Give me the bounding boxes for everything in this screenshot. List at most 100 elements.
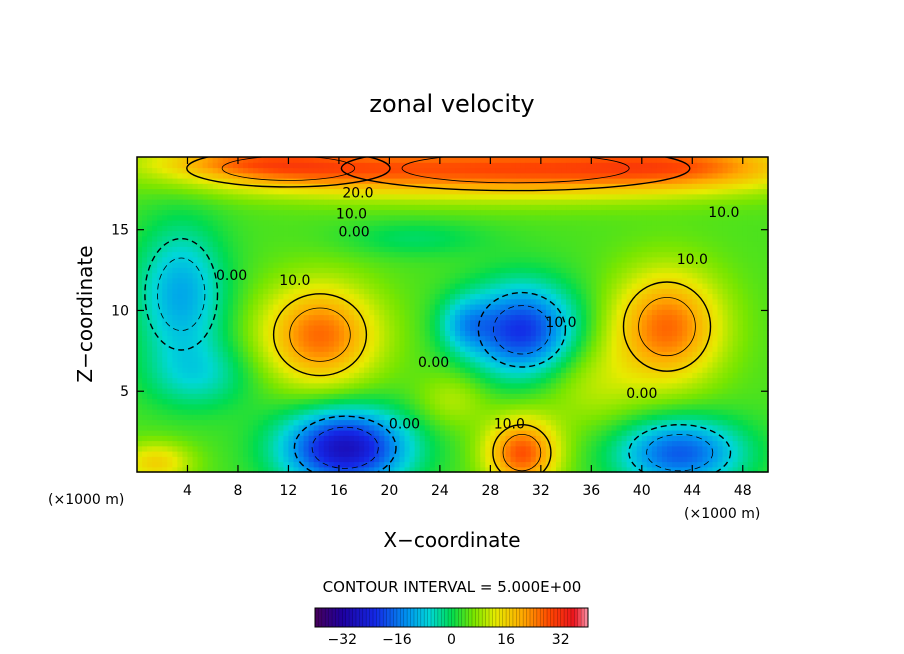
field-cell: [500, 262, 507, 268]
field-cell: [449, 288, 456, 295]
field-cell: [414, 178, 421, 184]
field-cell: [525, 388, 532, 394]
field-cell: [323, 225, 330, 232]
field-cell: [343, 435, 350, 442]
field-cell: [243, 272, 249, 279]
field-cell: [202, 403, 209, 410]
field-cell: [192, 241, 199, 247]
field-cell: [237, 361, 244, 368]
field-cell: [439, 372, 446, 379]
field-cell: [530, 162, 537, 169]
field-cell: [187, 330, 194, 337]
field-cell: [243, 235, 249, 242]
field-cell: [505, 204, 512, 211]
field-cell: [389, 351, 396, 358]
field-cell: [333, 330, 340, 337]
field-cell: [172, 220, 178, 226]
field-cell: [354, 451, 360, 457]
field-cell: [480, 183, 486, 190]
field-cell: [485, 193, 491, 200]
field-cell: [273, 445, 279, 452]
field-cell: [142, 403, 148, 410]
field-cell: [318, 314, 325, 321]
field-cell: [283, 351, 290, 358]
field-cell: [157, 382, 163, 389]
field-cell: [237, 298, 244, 305]
field-cell: [142, 330, 148, 337]
field-cell: [202, 435, 209, 442]
field-cell: [212, 382, 219, 389]
field-cell: [424, 377, 431, 384]
field-cell: [177, 361, 184, 368]
field-cell: [298, 430, 305, 436]
field-cell: [545, 204, 552, 211]
field-cell: [343, 256, 350, 263]
field-cell: [227, 225, 234, 232]
field-cell: [212, 430, 219, 436]
field-cell: [500, 351, 507, 358]
field-cell: [470, 435, 476, 442]
field-cell: [207, 220, 214, 226]
field-cell: [207, 246, 214, 253]
field-cell: [434, 330, 441, 337]
field-cell: [434, 367, 441, 373]
field-cell: [419, 178, 426, 184]
field-cell: [354, 424, 360, 431]
field-cell: [157, 225, 163, 232]
field-cell: [318, 424, 325, 431]
field-cell: [243, 167, 249, 174]
field-cell: [465, 403, 471, 410]
field-cell: [520, 293, 527, 300]
field-cell: [263, 298, 269, 305]
field-cell: [394, 430, 401, 436]
field-cell: [182, 262, 189, 268]
field-cell: [374, 335, 380, 342]
field-cell: [535, 319, 542, 326]
field-cell: [399, 204, 406, 211]
field-cell: [480, 204, 486, 211]
field-cell: [404, 204, 411, 211]
field-cell: [389, 214, 396, 221]
field-cell: [394, 461, 401, 468]
field-cell: [237, 466, 244, 473]
field-cell: [303, 246, 310, 253]
field-cell: [328, 235, 335, 242]
field-cell: [485, 167, 491, 174]
field-cell: [182, 157, 189, 163]
field-cell: [182, 351, 189, 358]
field-cell: [258, 304, 264, 310]
field-cell: [167, 445, 173, 452]
field-cell: [555, 440, 562, 447]
field-cell: [399, 193, 406, 200]
field-cell: [429, 409, 436, 415]
field-cell: [318, 162, 325, 169]
field-cell: [485, 330, 491, 337]
field-cell: [349, 409, 355, 415]
field-cell: [374, 398, 380, 405]
field-cell: [510, 424, 517, 431]
field-cell: [293, 351, 300, 358]
field-cell: [172, 335, 178, 342]
field-cell: [152, 220, 158, 226]
field-cell: [192, 430, 199, 436]
field-cell: [359, 256, 365, 263]
field-cell: [485, 188, 491, 195]
field-cell: [152, 167, 158, 174]
field-cell: [525, 335, 532, 342]
field-cell: [243, 314, 249, 321]
field-cell: [268, 314, 274, 321]
field-cell: [510, 398, 517, 405]
field-cell: [318, 178, 325, 184]
field-cell: [303, 367, 310, 373]
field-cell: [359, 414, 365, 421]
field-cell: [485, 267, 491, 274]
field-cell: [187, 382, 194, 389]
field-cell: [490, 424, 497, 431]
field-cell: [414, 283, 421, 289]
field-cell: [495, 451, 502, 457]
field-cell: [167, 451, 173, 457]
field-cell: [515, 288, 522, 295]
field-cell: [248, 283, 254, 289]
field-cell: [449, 393, 456, 400]
field-cell: [409, 466, 416, 473]
